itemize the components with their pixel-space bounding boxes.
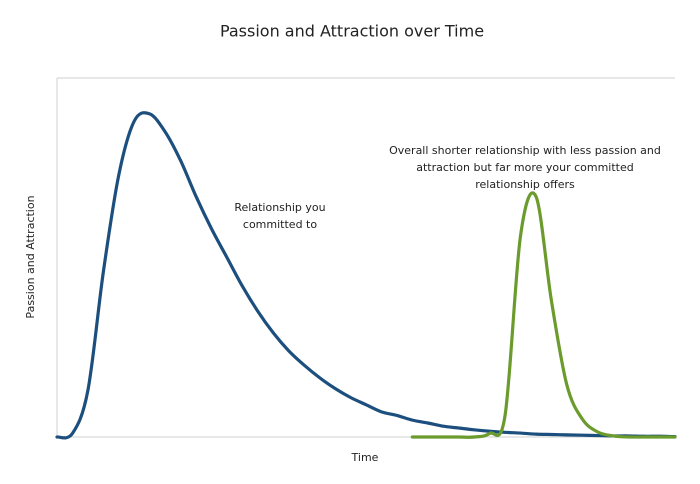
annotation: relationship offers	[475, 178, 575, 191]
annotation: committed to	[243, 218, 317, 231]
annotation: attraction but far more your committed	[416, 161, 634, 174]
chart-title: Passion and Attraction over Time	[220, 22, 484, 41]
plot-frame	[56, 77, 675, 438]
annotation: Relationship you	[234, 201, 325, 214]
y-axis-label: Passion and Attraction	[24, 195, 37, 318]
series-line	[410, 191, 677, 439]
annotation: Overall shorter relationship with less p…	[389, 144, 661, 157]
x-axis-label: Time	[351, 451, 379, 464]
series-line	[55, 111, 677, 440]
